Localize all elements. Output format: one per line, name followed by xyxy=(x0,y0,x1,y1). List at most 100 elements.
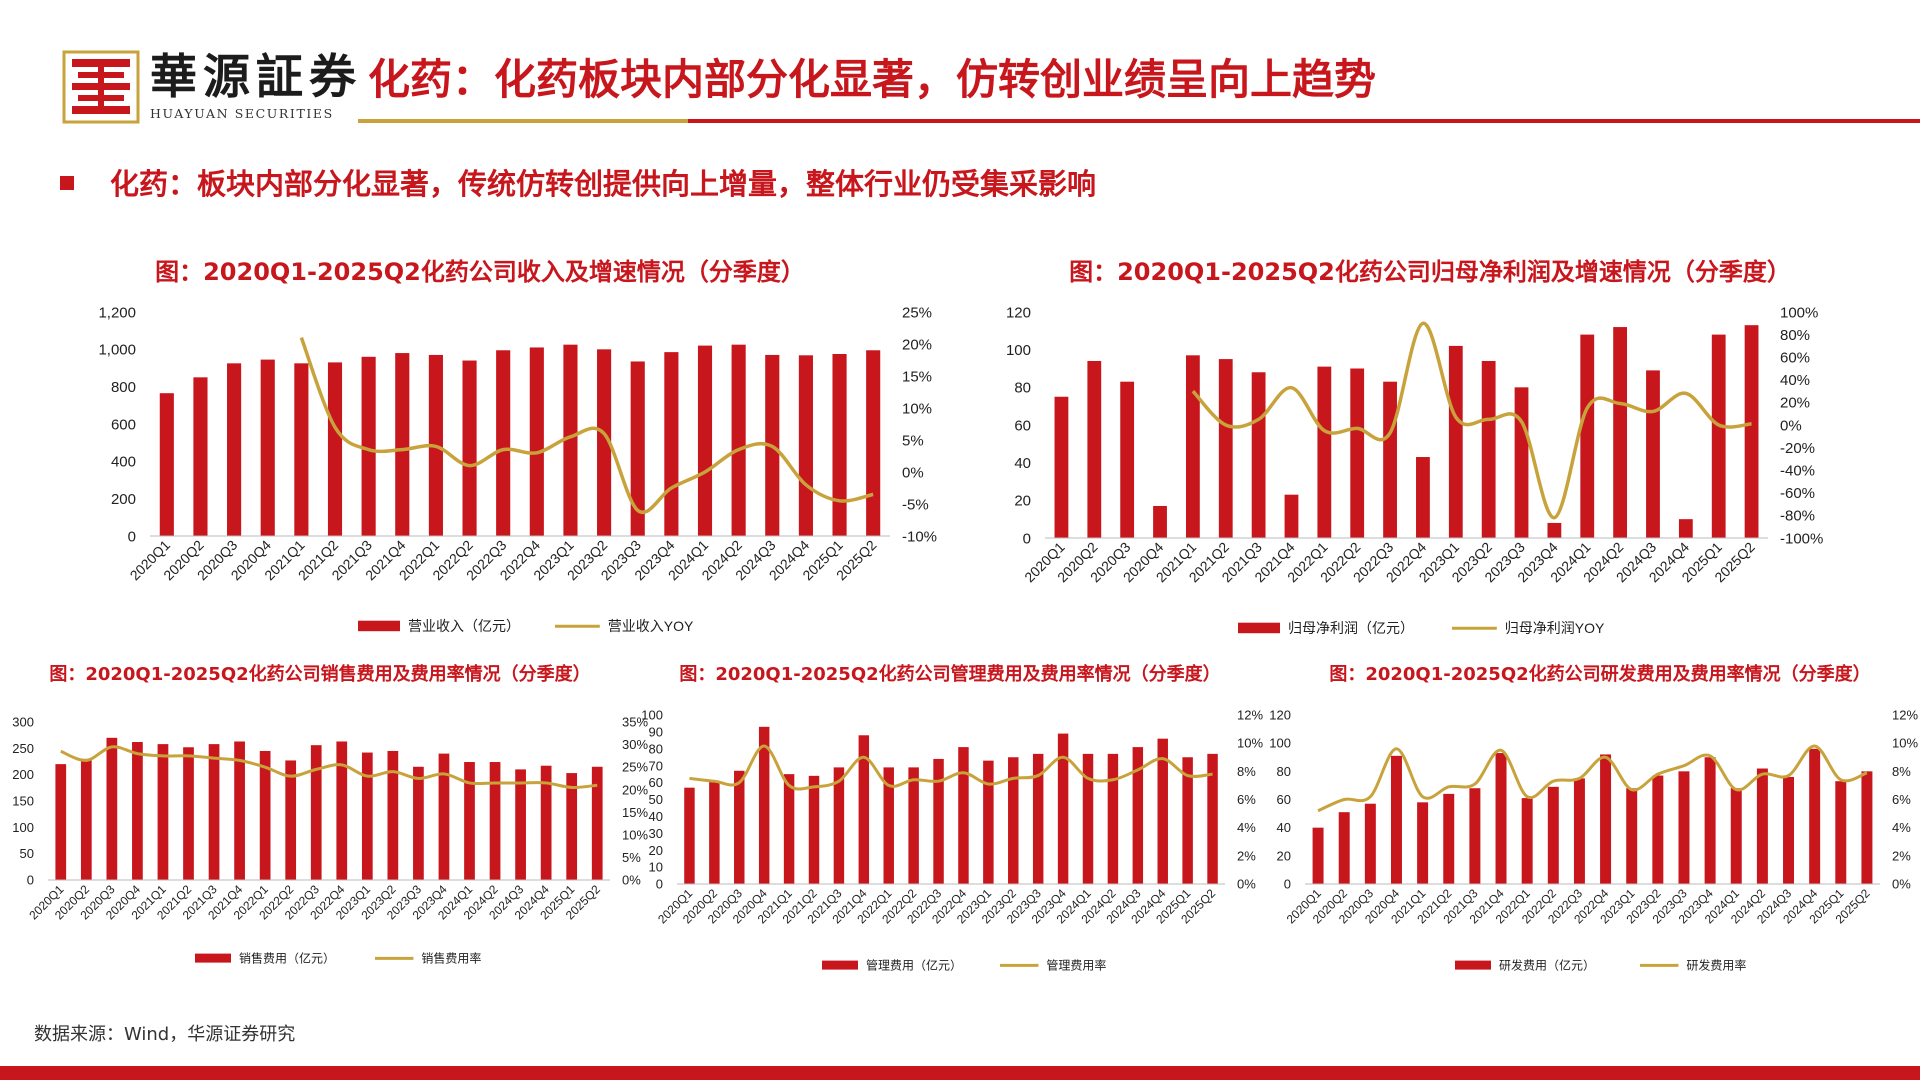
bar xyxy=(1835,781,1847,884)
bar xyxy=(1057,733,1069,884)
chart-title-sales-expense: 图：2020Q1-2025Q2化药公司销售费用及费用率情况（分季度） xyxy=(49,664,591,685)
bar xyxy=(1312,827,1324,884)
bar xyxy=(808,775,820,884)
legend-label-bar: 研发费用（亿元） xyxy=(1499,958,1595,973)
bar xyxy=(132,742,143,880)
bar xyxy=(1185,355,1200,538)
bar xyxy=(1678,771,1690,884)
bar xyxy=(1132,747,1144,884)
data-source-note: 数据来源：Wind，华源证券研究 xyxy=(34,1024,296,1045)
bar xyxy=(1678,519,1693,538)
bar xyxy=(1547,786,1559,884)
bar xyxy=(1448,345,1463,538)
bullet-square-icon xyxy=(60,176,74,190)
yoy-line xyxy=(299,336,874,515)
y2-tick-label: 5% xyxy=(622,850,641,865)
bar xyxy=(1182,757,1193,884)
bar xyxy=(1284,494,1299,538)
y-tick-label: 120 xyxy=(1269,708,1291,723)
y2-tick-label: 4% xyxy=(1892,820,1911,835)
bar xyxy=(413,766,424,880)
y-tick-label: 60 xyxy=(1014,417,1031,434)
legend-swatch-bar xyxy=(195,953,231,963)
bar xyxy=(858,735,870,884)
y2-tick-label: 10% xyxy=(902,400,932,417)
bar xyxy=(597,349,612,536)
bar xyxy=(327,362,343,536)
bar xyxy=(1338,812,1350,884)
bar xyxy=(310,745,322,880)
bar xyxy=(294,363,309,536)
y-tick-label: 100 xyxy=(12,820,34,835)
legend-label-line: 营业收入YOY xyxy=(608,618,694,634)
bar xyxy=(529,347,544,536)
legend-swatch-bar xyxy=(1238,622,1280,634)
y2-tick-label: 40% xyxy=(1780,372,1810,389)
bar xyxy=(1390,755,1402,884)
bar xyxy=(1600,754,1612,884)
y-tick-label: 100 xyxy=(1006,342,1031,359)
page-title: 化药：化药板块内部分化显著，仿转创业绩呈向上趋势 xyxy=(368,55,1377,104)
y2-tick-label: 15% xyxy=(622,805,648,820)
bar xyxy=(496,350,511,536)
brand-name: 華源証券 xyxy=(150,50,362,105)
y2-tick-label: 5% xyxy=(902,432,924,449)
bar xyxy=(1383,381,1397,538)
bar xyxy=(1704,757,1716,884)
bar xyxy=(1032,753,1044,884)
bar xyxy=(758,726,770,884)
y-tick-label: 0 xyxy=(27,873,34,888)
bar xyxy=(1547,522,1562,538)
y-tick-label: 20 xyxy=(1014,493,1031,510)
y2-tick-label: 4% xyxy=(1237,820,1256,835)
legend-label-bar: 管理费用（亿元） xyxy=(866,958,962,973)
bar xyxy=(159,393,174,536)
bar xyxy=(193,377,208,536)
y-tick-label: 600 xyxy=(111,416,136,433)
bar xyxy=(1218,359,1233,538)
legend-label-line: 管理费用率 xyxy=(1046,958,1106,973)
bar xyxy=(798,355,813,536)
y2-tick-label: 6% xyxy=(1892,792,1911,807)
bar xyxy=(697,345,713,536)
y-tick-label: 100 xyxy=(1269,736,1291,751)
bar xyxy=(883,767,894,884)
y2-tick-label: 35% xyxy=(622,715,648,730)
y2-tick-label: 30% xyxy=(622,737,648,752)
bar xyxy=(731,344,746,536)
bar xyxy=(157,744,169,880)
y2-tick-label: 10% xyxy=(1237,736,1263,751)
bar xyxy=(1107,753,1119,884)
yoy-line xyxy=(60,745,598,789)
bar xyxy=(1087,360,1102,538)
y2-tick-label: -40% xyxy=(1780,462,1815,479)
y-tick-label: 10 xyxy=(649,860,663,875)
bar xyxy=(285,760,297,880)
legend-swatch-bar xyxy=(358,620,400,632)
bar xyxy=(1744,325,1759,538)
legend-label-line: 研发费用率 xyxy=(1686,958,1746,973)
bar xyxy=(1521,798,1533,884)
logo-icon xyxy=(62,50,140,124)
bar xyxy=(1153,505,1167,538)
bar xyxy=(1613,327,1628,538)
bar xyxy=(1008,757,1019,884)
y2-tick-label: 0% xyxy=(1892,877,1911,892)
bar xyxy=(227,363,242,536)
bar xyxy=(1120,381,1135,538)
y2-tick-label: 10% xyxy=(622,827,648,842)
legend-swatch-bar xyxy=(1455,960,1491,970)
y2-tick-label: 20% xyxy=(622,782,648,797)
bar xyxy=(833,767,845,884)
y-tick-label: 60 xyxy=(649,775,663,790)
bar xyxy=(591,766,603,880)
bar xyxy=(958,747,969,884)
bar xyxy=(464,762,475,880)
y-tick-label: 0 xyxy=(656,877,663,892)
bar xyxy=(1626,788,1638,884)
bar xyxy=(1481,360,1496,538)
bar xyxy=(106,737,118,880)
brand-name-english: HUAYUAN SECURITIES xyxy=(150,106,334,121)
bar xyxy=(438,753,450,880)
y2-tick-label: 12% xyxy=(1237,708,1263,723)
